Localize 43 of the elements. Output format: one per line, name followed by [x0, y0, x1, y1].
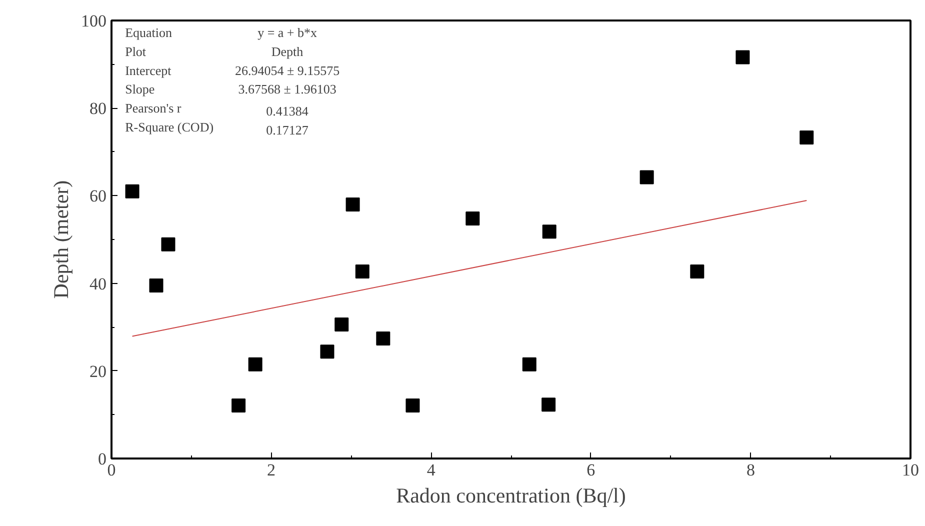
point — [542, 398, 556, 412]
point — [542, 224, 556, 239]
y-tick-label: 80 — [90, 99, 106, 118]
x-tick-label: 10 — [902, 460, 919, 480]
point — [248, 357, 262, 372]
point — [406, 398, 420, 412]
annotation: Plot — [125, 44, 146, 60]
x-tick-label: 4 — [426, 460, 436, 480]
annotation: 0.17127 — [266, 122, 309, 138]
x-tick-label: 2 — [267, 460, 276, 480]
point — [640, 170, 654, 184]
point — [161, 237, 176, 252]
y-tick-label: 100 — [81, 12, 106, 30]
annotation: R-Square (COD) — [125, 119, 214, 134]
point — [320, 344, 334, 359]
annotation: Equation — [125, 25, 173, 40]
point — [800, 130, 814, 144]
y-tick-label: 20 — [90, 362, 106, 381]
annotation: 3.67568 ± 1.96103 — [238, 82, 336, 97]
point — [149, 278, 164, 292]
annotation: Pearson's r — [125, 100, 182, 116]
point — [466, 211, 480, 226]
point — [355, 264, 370, 278]
point — [690, 264, 704, 278]
x-tick-label: 8 — [746, 460, 755, 480]
x-tick-label: 6 — [586, 460, 596, 480]
y-tick-label: 60 — [90, 186, 106, 206]
annotation: y = a + b*x — [258, 25, 318, 40]
annotation: 0.41384 — [266, 104, 309, 119]
point — [232, 398, 246, 412]
annotation: Intercept — [125, 62, 172, 78]
x-axis-title: Radon concentration (Bq/l) — [396, 484, 626, 508]
annotation: 26.94054 ± 9.15575 — [234, 62, 340, 78]
y-tick-label: 40 — [90, 274, 106, 294]
point — [376, 331, 390, 346]
annotation: Slope — [125, 82, 155, 97]
point — [736, 50, 750, 64]
point — [346, 197, 360, 212]
point — [125, 184, 140, 198]
y-axis-title: Depth (meter) — [49, 180, 73, 299]
point — [522, 357, 536, 372]
point — [334, 317, 349, 332]
annotation: Depth — [271, 44, 304, 60]
